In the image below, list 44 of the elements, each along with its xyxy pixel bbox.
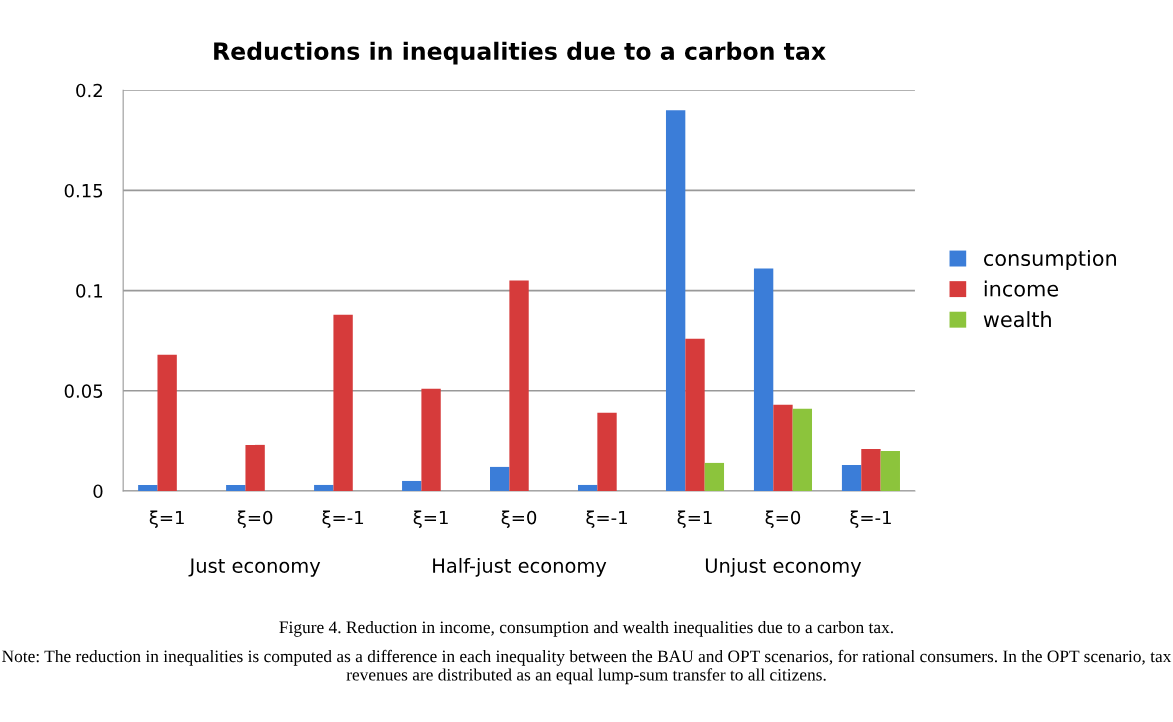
text: Half-just economy [433, 557, 607, 577]
bar [421, 388, 441, 491]
legend-label: income [984, 280, 1059, 297]
caption: Figure 4. Reduction in income, consumption and wealth inequalities due to a carbon tax. [279, 620, 893, 637]
bar [773, 404, 793, 491]
text: Note: The reduction in inequalities is computed as a difference in each inequality between the BAU and OPT scenarios, for rational consumers. In the OPT scenario, tax revenues are distributed as an equal lump-sum transfer to all citizens. [2, 649, 1172, 685]
bar [402, 480, 422, 491]
x-tick-label: ξ=0 [765, 510, 801, 528]
text: Unjust economy [705, 557, 862, 577]
legend-label: consumption [984, 249, 1116, 271]
bar [509, 280, 529, 491]
y-tick-label: 0.1 [76, 284, 103, 298]
bar [861, 448, 881, 491]
bar [685, 338, 705, 491]
bar [245, 444, 265, 491]
bar [226, 484, 246, 491]
bar [880, 450, 900, 491]
x-tick-label: ξ=1 [149, 510, 184, 528]
x-tick-label: ξ=0 [501, 510, 537, 528]
bar [578, 484, 598, 491]
chart-title: Reductions in inequalities due to a carbon tax [214, 41, 826, 65]
y-tick-label: 0.2 [76, 83, 102, 98]
legend-label: wealth [983, 311, 1051, 328]
x-tick-label: ξ=-1 [850, 510, 891, 528]
bar [792, 408, 813, 491]
text: Just economy [188, 558, 321, 577]
bar [665, 110, 686, 491]
x-tick-label: ξ=-1 [322, 510, 364, 528]
y-tick-label: 0.05 [64, 384, 103, 398]
y-tick-label: 0 [93, 484, 103, 499]
x-tick-label: ξ=-1 [586, 510, 627, 528]
bar [490, 466, 510, 491]
x-tick-label: ξ=0 [237, 510, 273, 528]
bar [704, 462, 725, 491]
bar [597, 412, 617, 491]
bar [841, 464, 862, 491]
bar [138, 484, 158, 491]
bar [157, 354, 177, 491]
bar [314, 484, 334, 491]
y-tick-label: 0.15 [64, 183, 103, 198]
bar [753, 268, 774, 491]
x-tick-label: ξ=1 [413, 510, 448, 528]
x-tick-label: ξ=1 [677, 510, 712, 528]
bar [333, 314, 353, 491]
